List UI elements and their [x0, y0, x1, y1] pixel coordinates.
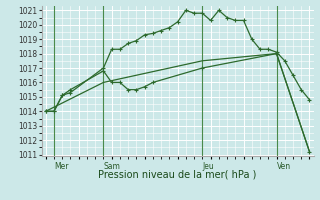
Text: Jeu: Jeu — [202, 162, 214, 171]
Text: Ven: Ven — [276, 162, 291, 171]
Text: Mer: Mer — [54, 162, 68, 171]
Text: Sam: Sam — [103, 162, 120, 171]
X-axis label: Pression niveau de la mer( hPa ): Pression niveau de la mer( hPa ) — [99, 170, 257, 180]
